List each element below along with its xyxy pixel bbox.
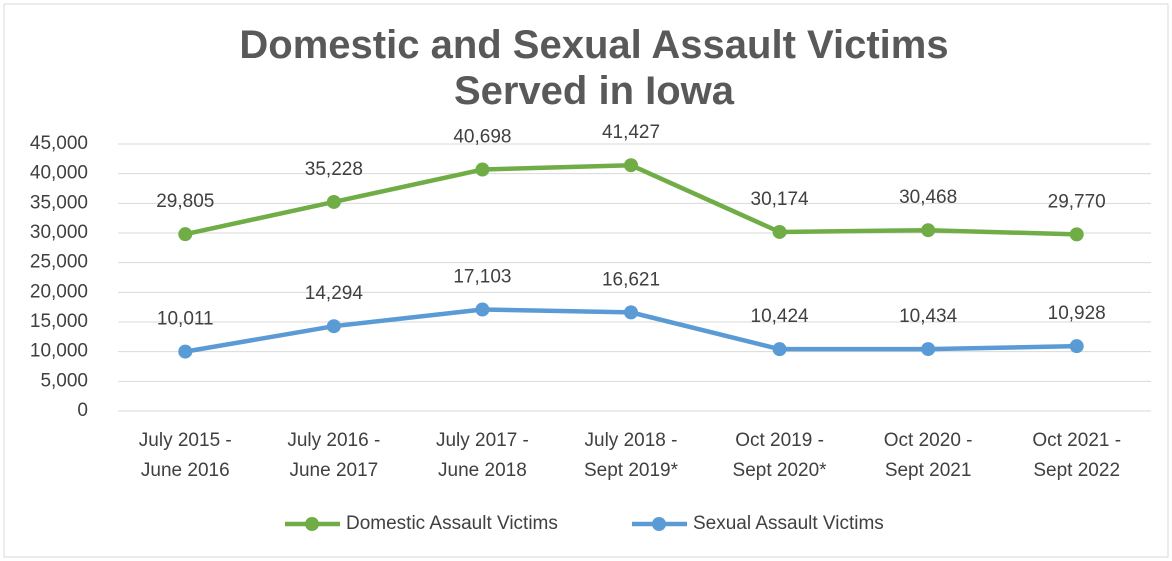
legend-marker xyxy=(305,517,319,531)
x-tick-label: July 2018 - Sept 2019* xyxy=(583,430,679,481)
y-tick-label: 5,000 xyxy=(40,370,88,391)
y-tick-label: 0 xyxy=(77,400,88,421)
y-tick-label: 10,000 xyxy=(30,341,88,362)
data-label: 14,294 xyxy=(305,283,364,304)
point xyxy=(921,342,936,357)
y-tick-label: 30,000 xyxy=(30,222,88,243)
data-label: 29,770 xyxy=(1048,191,1106,212)
x-tick-label: Oct 2019 - Sept 2020* xyxy=(732,430,827,481)
point xyxy=(475,162,490,177)
data-label: 10,434 xyxy=(899,306,958,327)
point xyxy=(624,305,638,320)
point xyxy=(326,194,341,209)
point xyxy=(178,344,193,359)
data-label: 30,174 xyxy=(751,189,810,210)
data-label: 10,424 xyxy=(751,306,810,327)
y-tick-label: 20,000 xyxy=(30,281,88,302)
data-label: 10,928 xyxy=(1048,303,1106,324)
point xyxy=(1069,339,1084,354)
point xyxy=(772,224,787,239)
point xyxy=(772,342,787,357)
x-tick-label: July 2015 - June 2016 xyxy=(138,430,232,481)
y-tick-label: 40,000 xyxy=(30,163,88,184)
y-tick-label: 15,000 xyxy=(30,311,88,332)
data-label: 16,621 xyxy=(602,269,660,290)
point xyxy=(326,319,341,334)
point xyxy=(921,223,936,238)
point xyxy=(178,227,193,242)
y-tick-label: 35,000 xyxy=(30,192,88,213)
chart-title: Domestic and Sexual Assault Victims Serv… xyxy=(239,23,949,113)
legend-label: Domestic Assault Victims xyxy=(346,513,558,534)
data-label: 35,228 xyxy=(305,159,363,180)
data-label: 40,698 xyxy=(453,127,511,148)
data-label: 10,011 xyxy=(157,309,214,330)
data-label: 41,427 xyxy=(602,122,660,143)
legend-marker xyxy=(652,517,666,531)
x-tick-label: Oct 2021 - Sept 2022 xyxy=(1032,430,1122,481)
data-label: 17,103 xyxy=(453,267,511,288)
x-tick-label: July 2016 - June 2017 xyxy=(287,430,381,481)
x-tick-label: July 2017 - June 2018 xyxy=(435,430,529,481)
point xyxy=(1069,227,1084,242)
data-label: 29,805 xyxy=(156,191,214,212)
x-tick-label: Oct 2020 - Sept 2021 xyxy=(883,430,973,481)
legend-label: Sexual Assault Victims xyxy=(693,513,884,534)
point xyxy=(475,302,490,317)
y-tick-label: 45,000 xyxy=(30,133,88,154)
data-label: 30,468 xyxy=(899,187,957,208)
chart-border xyxy=(3,3,1169,558)
point xyxy=(624,158,638,173)
y-tick-label: 25,000 xyxy=(30,252,88,273)
